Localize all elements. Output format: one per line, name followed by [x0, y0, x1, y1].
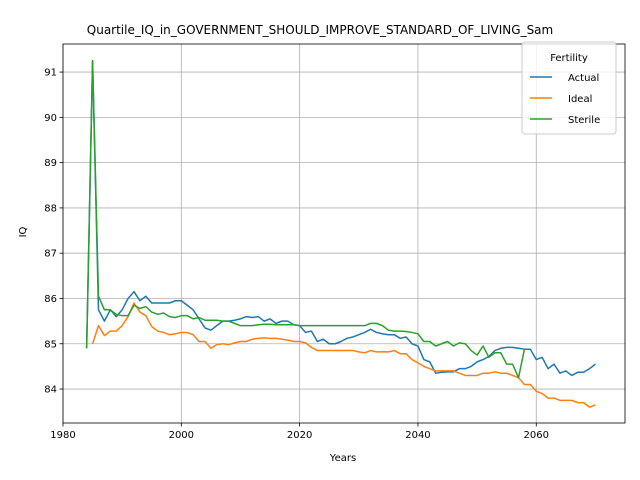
y-tick-label: 88	[44, 203, 57, 214]
grid-lines	[62, 44, 625, 423]
axes-frame	[62, 43, 626, 424]
series-layer	[85, 60, 596, 408]
legend-title: Fertility	[550, 53, 588, 64]
legend-entry-ideal: Ideal	[568, 94, 592, 105]
y-tick-label: 90	[44, 113, 57, 124]
y-tick-label: 89	[44, 158, 57, 169]
axis-ticks: 1980 2000 2020 2040 2060 84 85 86 87 88 89 90 91	[44, 68, 549, 441]
legend-entry-sterile: Sterile	[568, 115, 600, 126]
x-tick-label: 2040	[405, 430, 430, 441]
series-line-actual	[85, 60, 596, 377]
series-line-sterile	[85, 60, 526, 379]
legend-entry-actual: Actual	[568, 73, 599, 84]
chart-title: Quartile_IQ_in_GOVERNMENT_SHOULD_IMPROVE…	[87, 23, 553, 37]
y-tick-label: 85	[44, 339, 57, 350]
legend: Fertility Actual Ideal Sterile	[521, 41, 617, 135]
y-axis-label: IQ	[18, 226, 29, 237]
y-tick-label: 86	[44, 294, 57, 305]
series-line-ideal	[91, 302, 596, 408]
legend-frame	[521, 41, 617, 135]
x-tick-label: 2020	[287, 430, 312, 441]
x-tick-label: 2000	[169, 430, 194, 441]
y-tick-label: 87	[44, 249, 57, 260]
x-axis-label: Years	[329, 453, 356, 464]
y-tick-label: 84	[44, 385, 57, 396]
x-tick-label: 1980	[50, 430, 75, 441]
y-tick-label: 91	[44, 68, 57, 79]
x-tick-label: 2060	[524, 430, 549, 441]
